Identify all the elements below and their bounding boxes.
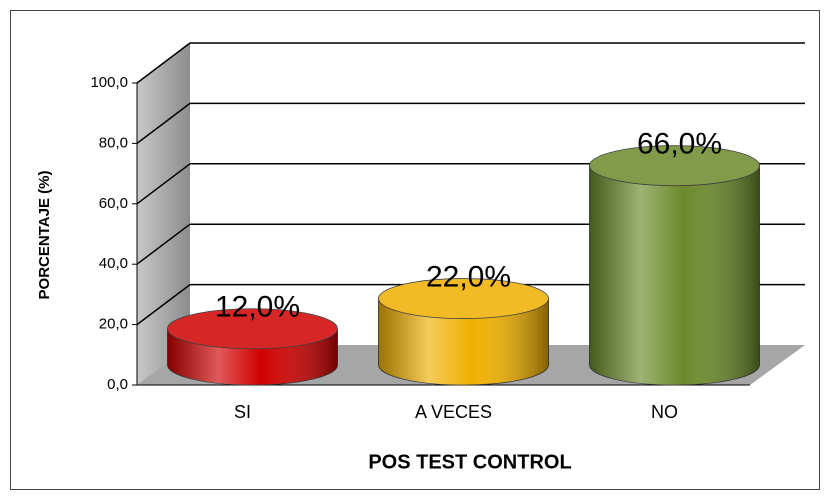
- y-tick-label: 80,0: [99, 134, 128, 151]
- y-tick-label: 60,0: [99, 195, 128, 212]
- y-tick-label: 20,0: [99, 316, 128, 333]
- bar-top: [378, 278, 549, 319]
- grid-line: [136, 102, 191, 144]
- bar-top-shine: [378, 278, 549, 319]
- bar-shade: [589, 165, 760, 385]
- bar-top: [167, 308, 338, 350]
- grid-line: [136, 284, 191, 326]
- bar-top: [589, 145, 760, 187]
- value-label: 22,0%: [426, 260, 511, 293]
- y-tick-label: 0,0: [107, 376, 128, 393]
- x-tick-label: NO: [651, 402, 678, 422]
- y-tick-label: 40,0: [99, 255, 128, 272]
- side-wall: [137, 42, 190, 385]
- bar-top-shine: [589, 145, 760, 186]
- y-axis-title: PORCENTAJE (%): [36, 171, 53, 300]
- bar-shade: [378, 298, 549, 385]
- grid-line: [136, 163, 191, 205]
- grid-line: [136, 223, 191, 265]
- grid-line: [136, 42, 191, 84]
- value-label: 66,0%: [637, 128, 722, 161]
- x-axis-title: POS TEST CONTROL: [368, 451, 571, 473]
- x-tick-label: SI: [234, 402, 251, 422]
- x-tick-label: A VECES: [415, 402, 492, 422]
- value-label: 12,0%: [215, 291, 300, 324]
- y-tick-label: 100,0: [90, 74, 128, 91]
- bar-top-shine: [167, 308, 338, 349]
